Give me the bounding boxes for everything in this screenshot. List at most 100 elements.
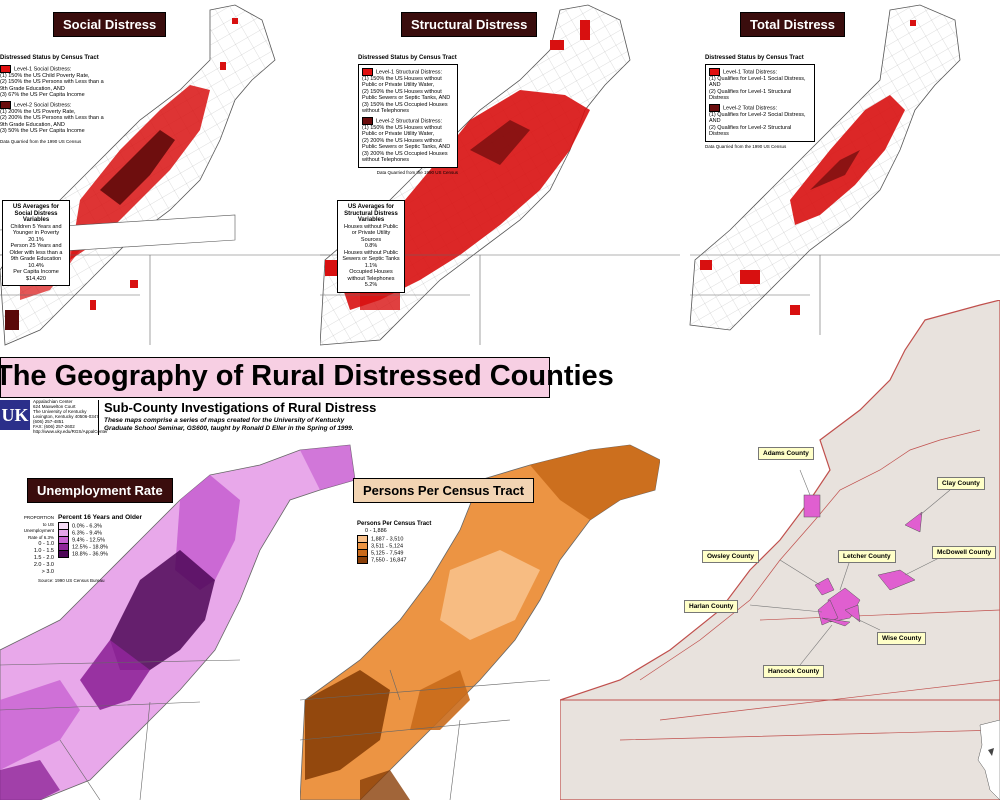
total-level2-label: Level-2 Total Distress: bbox=[723, 104, 778, 111]
social-avg-2: Person 25 Years and Older with less than… bbox=[9, 243, 63, 262]
county-label-owsley: Owsley County bbox=[702, 550, 759, 563]
county-label-clay: Clay County bbox=[937, 477, 985, 490]
social-level1-c1: (1) 150% the US Child Poverty Rate, bbox=[0, 72, 90, 79]
persons-legend: Persons Per Census Tract 0 - 1,886 1,887 … bbox=[357, 521, 437, 564]
social-legend-heading: Distressed Status by Census Tract bbox=[0, 55, 99, 61]
social-legend: Distressed Status by Census Tract Level-… bbox=[0, 55, 110, 145]
level1-swatch bbox=[362, 67, 373, 76]
persons-range: 3,511 - 5,124 bbox=[371, 542, 404, 549]
unemployment-ratio: 2.0 - 3.0 bbox=[33, 562, 54, 568]
level1-swatch bbox=[0, 64, 11, 73]
unemployment-ratio: > 3.0 bbox=[41, 569, 54, 575]
county-label-wise: Wise County bbox=[877, 632, 927, 645]
unemployment-class: 6.3% - 9.4% bbox=[58, 528, 142, 537]
social-level2-c1: (1) 200% the US Poverty Rate, bbox=[0, 108, 76, 115]
unemployment-range: 18.8% - 36.9% bbox=[72, 550, 109, 557]
main-title: The Geography of Rural Distressed Counti… bbox=[0, 360, 614, 392]
institution-block: Appalachian Center 624 Maxwelton Court T… bbox=[33, 399, 108, 434]
level1-swatch bbox=[709, 67, 720, 76]
structural-level2-c3: (3) 200% the US Occupied Houses without … bbox=[362, 150, 448, 164]
structural-level1-c1: (1) 150% the US Houses without Public or… bbox=[362, 75, 442, 89]
structural-avg-2: Houses without Public Sewers or Septic T… bbox=[342, 249, 400, 263]
social-level2-c3: (3) 50% the US Per Capita Income bbox=[0, 128, 85, 134]
description-2: Graduate School Seminar, GS600, taught b… bbox=[104, 425, 354, 432]
unemployment-range: 12.5% - 18.8% bbox=[72, 543, 109, 550]
structural-level2-label: Level-2 Structural Distress: bbox=[376, 117, 443, 124]
social-avg-1: Children 5 Years and Younger in Poverty bbox=[10, 223, 62, 237]
structural-source: Data Quarried from the 1990 US Census bbox=[376, 169, 458, 175]
unemployment-range: 0.0% - 6.3% bbox=[72, 522, 102, 529]
unemployment-class: 0.0% - 6.3% bbox=[58, 521, 142, 530]
unemployment-map bbox=[0, 444, 356, 800]
unemployment-ratio: 1.5 - 2.0 bbox=[33, 555, 54, 561]
social-source: Data Quarried from the 1990 US Census bbox=[0, 138, 82, 144]
persons-class: 3,511 - 5,124 bbox=[357, 541, 437, 550]
address-2: The University of Kentucky bbox=[33, 409, 87, 414]
structural-level1-c2: (2) 150% the US Houses without Public Se… bbox=[362, 88, 451, 102]
unemployment-side-heading: PROPORTION to US Unemployment Rate of 6.… bbox=[23, 515, 54, 540]
total-distress-title: Total Distress bbox=[740, 12, 846, 37]
social-level2-label: Level-2 Social Distress: bbox=[14, 101, 72, 108]
structural-avg-3: Occupied Houses without Telephones bbox=[347, 269, 395, 282]
unemployment-range: 9.4% - 12.5% bbox=[72, 536, 106, 543]
persons-class: 0 - 1,886 bbox=[357, 528, 437, 535]
social-avg-3: Per Capita Income bbox=[13, 269, 59, 275]
social-distress-title: Social Distress bbox=[53, 12, 167, 37]
structural-avg-heading: US Averages for Structural Distress Vari… bbox=[344, 204, 398, 223]
total-level1-c1: (1) Qualifies for Level-1 Social Distres… bbox=[709, 75, 806, 89]
uk-logo-text: UK bbox=[1, 405, 29, 425]
persons-per-tract-map bbox=[300, 444, 660, 800]
total-legend-heading: Distressed Status by Census Tract bbox=[705, 55, 804, 61]
unemployment-legend-heading: Percent 16 Years and Older bbox=[58, 514, 143, 521]
unemployment-class: 12.5% - 18.8% bbox=[58, 542, 142, 551]
us-inset-map bbox=[977, 720, 1000, 800]
total-level1-c2: (2) Qualifies for Level-1 Structural Dis… bbox=[709, 88, 792, 102]
structural-avg-1v: 0.8% bbox=[364, 243, 378, 249]
subtitle: Sub-County Investigations of Rural Distr… bbox=[104, 400, 377, 415]
county-label-adams: Adams County bbox=[758, 447, 814, 460]
persons-range: 0 - 1,886 bbox=[365, 527, 387, 534]
level2-swatch bbox=[0, 100, 11, 109]
social-level1-c3: (3) 67% the US Per Capita Income bbox=[0, 92, 85, 98]
persons-swatch bbox=[357, 555, 368, 564]
total-level2-c2: (2) Qualifies for Level-2 Structural Dis… bbox=[709, 124, 792, 138]
level2-swatch bbox=[709, 103, 720, 112]
county-label-hancock: Hancock County bbox=[763, 665, 825, 678]
persons-class: 1,887 - 3,510 bbox=[357, 534, 437, 543]
center-name: Appalachian Center bbox=[33, 399, 73, 404]
structural-level1-label: Level-1 Structural Distress: bbox=[376, 68, 443, 75]
county-label-letcher: Letcher County bbox=[838, 550, 896, 563]
social-averages-box: US Averages for Social Distress Variable… bbox=[2, 200, 70, 286]
persons-class: 5,125 - 7,549 bbox=[357, 548, 437, 557]
persons-range: 7,550 - 16,847 bbox=[371, 556, 407, 563]
structural-legend: Distressed Status by Census Tract Level-… bbox=[358, 55, 458, 176]
unemployment-source: Source: 1990 US Census Bureau bbox=[38, 578, 105, 583]
description-1: These maps comprise a series of maps cre… bbox=[104, 417, 345, 424]
structural-distress-title: Structural Distress bbox=[401, 12, 538, 37]
social-level2-c2: (2) 200% the US Persons with Less than a… bbox=[0, 115, 104, 128]
total-legend: Distressed Status by Census Tract Level-… bbox=[705, 55, 815, 150]
total-source: Data Quarried from the 1990 US Census bbox=[705, 143, 787, 149]
social-avg-heading: US Averages for Social Distress Variable… bbox=[12, 204, 60, 223]
total-distress-map bbox=[689, 4, 1000, 335]
structural-avg-1: Houses without Public or Private Utility… bbox=[343, 223, 399, 243]
persons-title: Persons Per Census Tract bbox=[353, 478, 535, 503]
total-level2-c1: (1) Qualifies for Level-2 Social Distres… bbox=[709, 111, 806, 125]
structural-level1-c3: (3) 150% the US Occupied Houses without … bbox=[362, 101, 448, 115]
county-label-harlan: Harlan County bbox=[684, 600, 739, 613]
social-avg-2v: 10.4% bbox=[28, 262, 44, 269]
unemployment-legend: PROPORTION to US Unemployment Rate of 6.… bbox=[20, 514, 145, 585]
unemployment-title: Unemployment Rate bbox=[27, 478, 173, 503]
social-avg-3v: $14,420 bbox=[26, 275, 46, 282]
unemployment-class: 18.8% - 36.9% bbox=[58, 549, 142, 558]
selected-counties-map bbox=[560, 300, 1000, 800]
county-label-mcdowell: McDowell County bbox=[932, 546, 997, 559]
total-level1-label: Level-1 Total Distress: bbox=[723, 68, 778, 75]
unemployment-range: 6.3% - 9.4% bbox=[72, 529, 102, 536]
social-level1-label: Level-1 Social Distress: bbox=[14, 65, 72, 72]
url: http://www.uky.edu/RGS/AppalCenter bbox=[33, 429, 108, 434]
social-distress-map bbox=[0, 4, 330, 346]
persons-range: 1,887 - 3,510 bbox=[371, 535, 404, 542]
main-title-banner: The Geography of Rural Distressed Counti… bbox=[0, 357, 614, 398]
unemployment-ratio: 0 - 1.0 bbox=[38, 541, 54, 547]
